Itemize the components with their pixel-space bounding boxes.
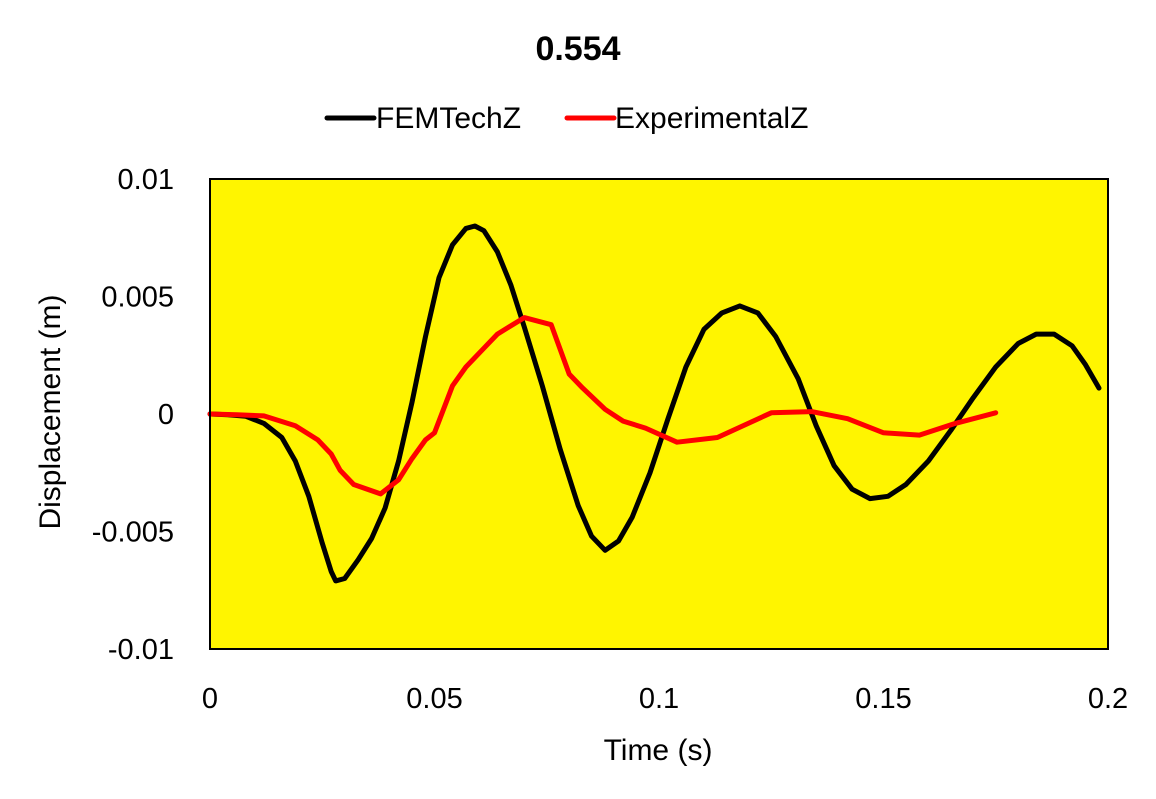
series-line-femtechz — [207, 223, 1102, 584]
x-tick-label: 0 — [202, 683, 218, 715]
plot-area — [210, 179, 1108, 649]
y-tick-label: -0.005 — [92, 517, 174, 549]
y-tick-label: 0 — [158, 399, 174, 431]
y-tick-label: 0.005 — [101, 282, 174, 314]
x-tick-label: 0.2 — [1088, 683, 1128, 715]
x-axis-tick-labels: 0 0.05 0.1 0.15 0.2 — [202, 683, 1128, 715]
y-axis-tick-labels: 0.01 0.005 0 -0.005 -0.01 — [92, 164, 174, 666]
chart-title: 0.554 — [535, 30, 620, 68]
x-tick-label: 0.15 — [855, 683, 911, 715]
x-tick-label: 0.1 — [639, 683, 679, 715]
y-axis-title: Displacement (m) — [34, 294, 67, 529]
x-tick-label: 0.05 — [406, 683, 462, 715]
legend-label-experimentalz: ExperimentalZ — [615, 102, 808, 135]
y-tick-label: -0.01 — [108, 634, 174, 666]
y-tick-label: 0.01 — [118, 164, 174, 196]
x-axis-title: Time (s) — [604, 734, 713, 767]
legend: FEMTechZ ExperimentalZ — [324, 102, 808, 135]
series-layer — [207, 223, 1102, 584]
legend-label-femtechz: FEMTechZ — [376, 102, 521, 135]
plot-frame — [209, 178, 1109, 650]
series-line-experimentalz — [207, 315, 999, 497]
